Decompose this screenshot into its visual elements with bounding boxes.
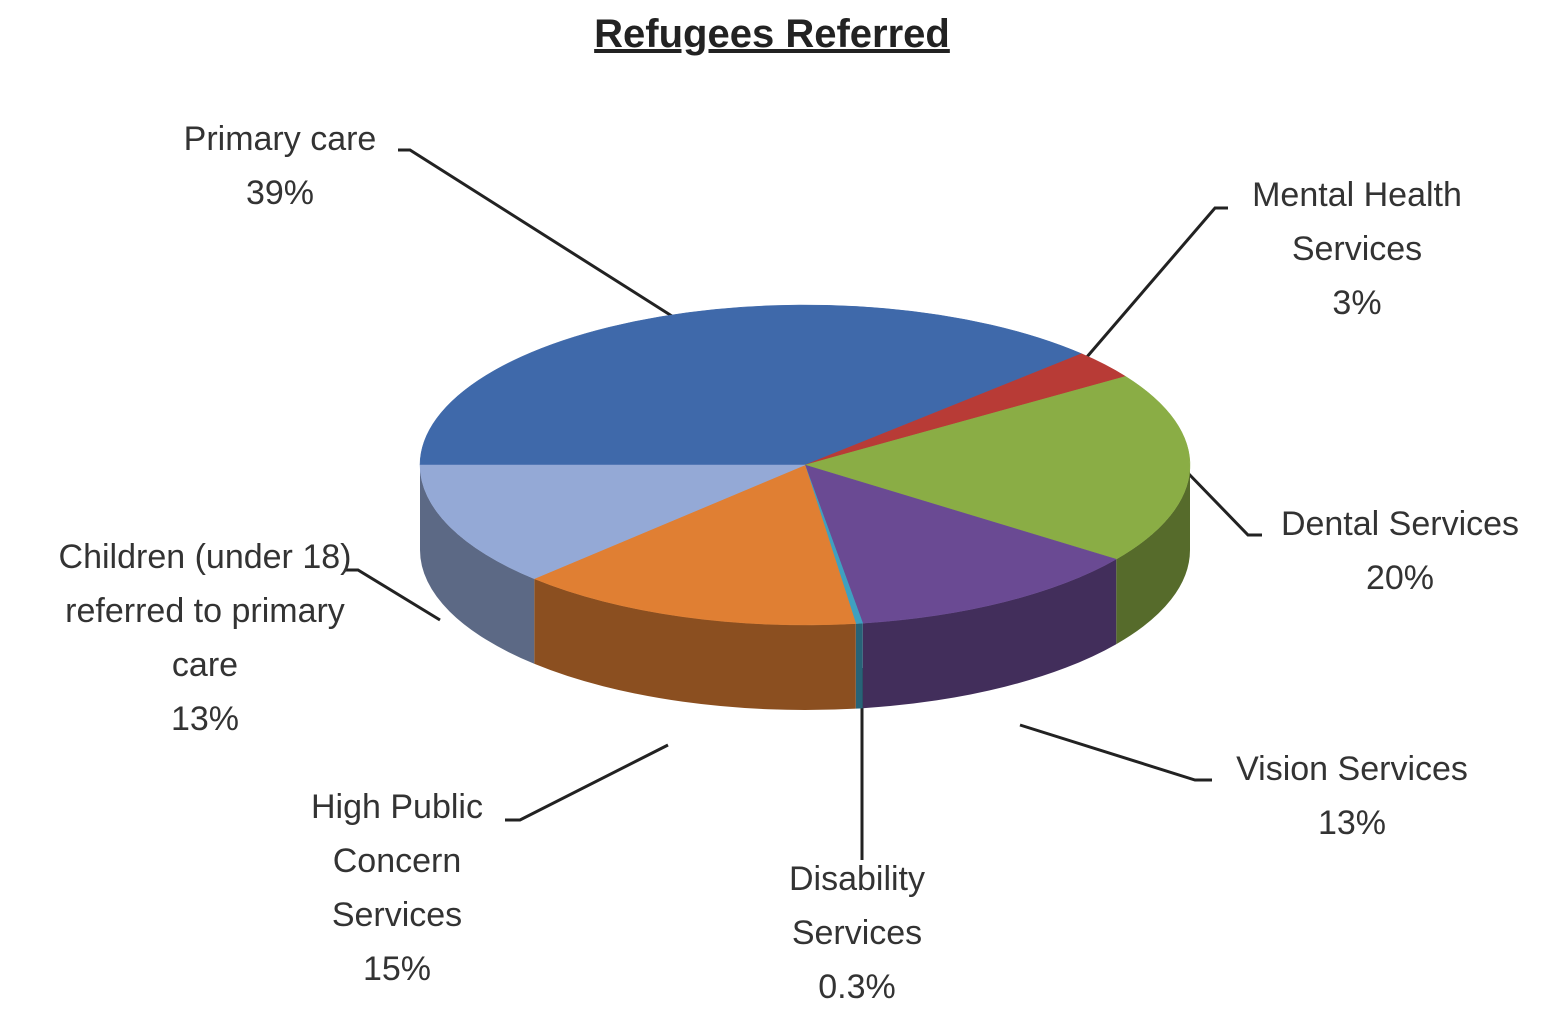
value-label: 0.3% bbox=[818, 968, 896, 1006]
leader-line bbox=[1078, 206, 1228, 366]
slice-label: Mental Health Services 3% bbox=[1217, 168, 1497, 330]
slice-label: Children (under 18) referred to primary … bbox=[55, 530, 355, 746]
value-label: 13% bbox=[170, 700, 240, 738]
pie-sides bbox=[420, 465, 1190, 710]
slice-label: High Public Concern Services 15% bbox=[290, 780, 505, 996]
slice bbox=[419, 304, 1083, 466]
slice bbox=[804, 376, 1191, 560]
leader-line bbox=[345, 568, 441, 622]
slice bbox=[419, 464, 806, 580]
category-name: High Public Concern Services bbox=[311, 788, 483, 934]
slice-label: Dental Services 20% bbox=[1240, 497, 1544, 605]
category-name: Dental Services bbox=[1280, 505, 1520, 543]
category-name: Disability Services bbox=[788, 860, 926, 952]
value-label: 15% bbox=[362, 950, 432, 988]
slice bbox=[533, 464, 857, 626]
chart-title: Refugees Referred bbox=[594, 12, 950, 56]
value-label: 20% bbox=[1365, 559, 1435, 597]
slice-side bbox=[1116, 465, 1190, 645]
slice-label: Disability Services 0.3% bbox=[752, 852, 962, 1014]
category-name: Mental Health Services bbox=[1252, 176, 1462, 268]
slice bbox=[804, 464, 1117, 624]
value-label: 13% bbox=[1317, 804, 1387, 842]
value-label: 3% bbox=[1332, 284, 1382, 322]
leader-line bbox=[505, 743, 669, 822]
category-name: Vision Services bbox=[1236, 750, 1468, 788]
category-name: Primary care bbox=[183, 120, 377, 158]
category-name: Children (under 18) referred to primary … bbox=[58, 538, 352, 684]
pie-tops bbox=[419, 304, 1191, 626]
leader-line bbox=[1019, 723, 1212, 782]
leader-line bbox=[398, 148, 676, 320]
leader-line bbox=[1183, 468, 1262, 537]
slice-side bbox=[855, 623, 863, 709]
slice-side bbox=[862, 559, 1117, 709]
slice-label: Primary care 39% bbox=[130, 112, 430, 220]
slice-label: Vision Services 13% bbox=[1192, 742, 1512, 850]
value-label: 39% bbox=[245, 174, 315, 212]
slice-side bbox=[534, 578, 856, 710]
slice-side bbox=[420, 465, 535, 664]
